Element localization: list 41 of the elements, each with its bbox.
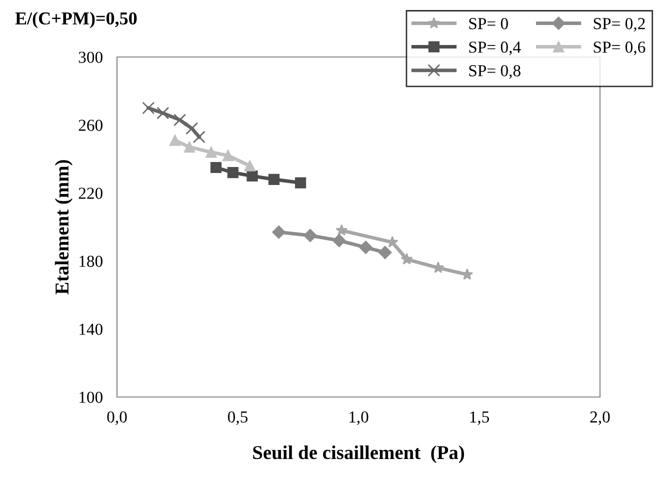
- point: [227, 167, 238, 178]
- chart-title: E/(C+PM)=0,50: [15, 12, 137, 28]
- x-tick-label: 0,5: [228, 411, 248, 426]
- legend-label: SP= 0,6: [594, 42, 646, 56]
- x-tick-label: 0,0: [107, 411, 127, 426]
- point: [378, 246, 392, 260]
- point: [332, 234, 346, 248]
- y-axis-title: Etalement (mm): [54, 160, 73, 294]
- point: [222, 150, 234, 162]
- point: [336, 224, 348, 236]
- point: [184, 142, 196, 153]
- y-tick-label: 100: [80, 392, 102, 403]
- legend-label: SP= 0: [469, 18, 508, 30]
- y-tick-label: 260: [78, 120, 102, 131]
- point: [268, 174, 280, 185]
- point: [400, 253, 413, 264]
- x-axis-title: Seuil de cisaillement (Pa): [253, 445, 464, 464]
- point: [294, 177, 306, 188]
- point: [244, 160, 256, 172]
- point: [304, 228, 317, 242]
- x-tick-label: 2,0: [590, 411, 610, 426]
- point: [359, 240, 372, 254]
- x-tick-label: 1,5: [470, 411, 490, 426]
- point: [142, 102, 155, 114]
- point: [206, 146, 217, 158]
- point: [210, 162, 222, 174]
- legend-label: SP= 0,8: [469, 65, 520, 79]
- point: [174, 114, 186, 126]
- point: [246, 170, 258, 182]
- y-tick-label: 300: [78, 52, 102, 63]
- x-tick-label: 1,0: [350, 411, 368, 426]
- legend-label: SP= 0,2: [594, 18, 645, 32]
- point: [272, 226, 286, 239]
- point: [186, 122, 198, 135]
- point: [169, 134, 181, 146]
- y-tick-label: 140: [80, 324, 102, 335]
- y-tick-label: 180: [80, 256, 102, 267]
- point: [156, 106, 170, 120]
- point: [192, 130, 206, 144]
- legend-label: SP= 0,4: [469, 42, 521, 56]
- y-tick-label: 220: [78, 188, 102, 199]
